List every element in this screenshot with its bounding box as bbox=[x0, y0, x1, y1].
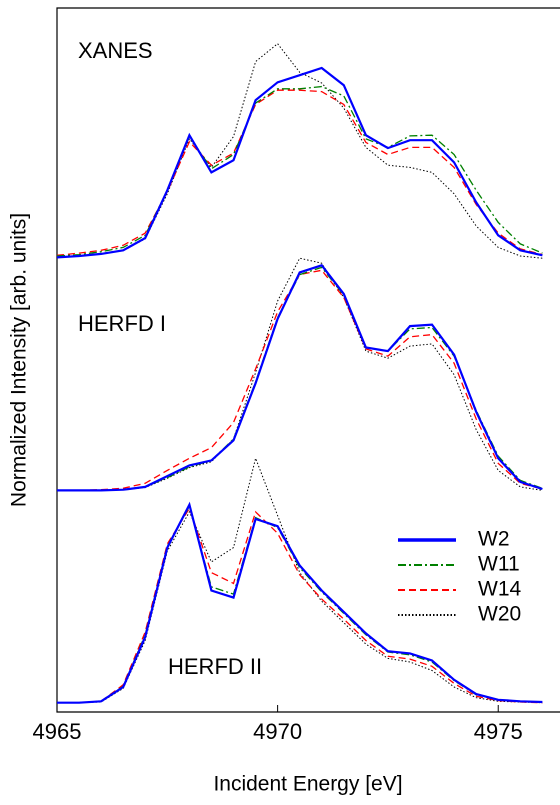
x-tick-label: 4970 bbox=[253, 719, 302, 744]
x-tick-label: 4975 bbox=[474, 719, 523, 744]
series-line bbox=[56, 89, 543, 256]
series-line bbox=[57, 266, 543, 492]
panel-label: HERFD II bbox=[168, 654, 262, 679]
series-line bbox=[57, 506, 543, 704]
series-line bbox=[56, 42, 543, 259]
series-line bbox=[57, 257, 543, 491]
panel-label: HERFD I bbox=[78, 311, 166, 336]
x-axis-label: Incident Energy [eV] bbox=[213, 773, 402, 796]
legend-label: W14 bbox=[478, 578, 522, 601]
series-line bbox=[57, 264, 543, 492]
panel-label: XANES bbox=[78, 38, 153, 63]
x-tick-label: 4965 bbox=[33, 719, 82, 744]
series-line bbox=[56, 66, 543, 259]
y-axis-label: Normalized Intensity [arb. units] bbox=[8, 213, 31, 507]
series-line bbox=[57, 501, 543, 704]
plot-frame bbox=[56, 7, 560, 713]
legend-label: W20 bbox=[478, 603, 521, 626]
series-line bbox=[57, 269, 543, 492]
legend-label: W11 bbox=[478, 553, 520, 576]
series-line bbox=[56, 85, 543, 257]
legend-label: W2 bbox=[478, 528, 510, 551]
series-line bbox=[57, 456, 543, 704]
